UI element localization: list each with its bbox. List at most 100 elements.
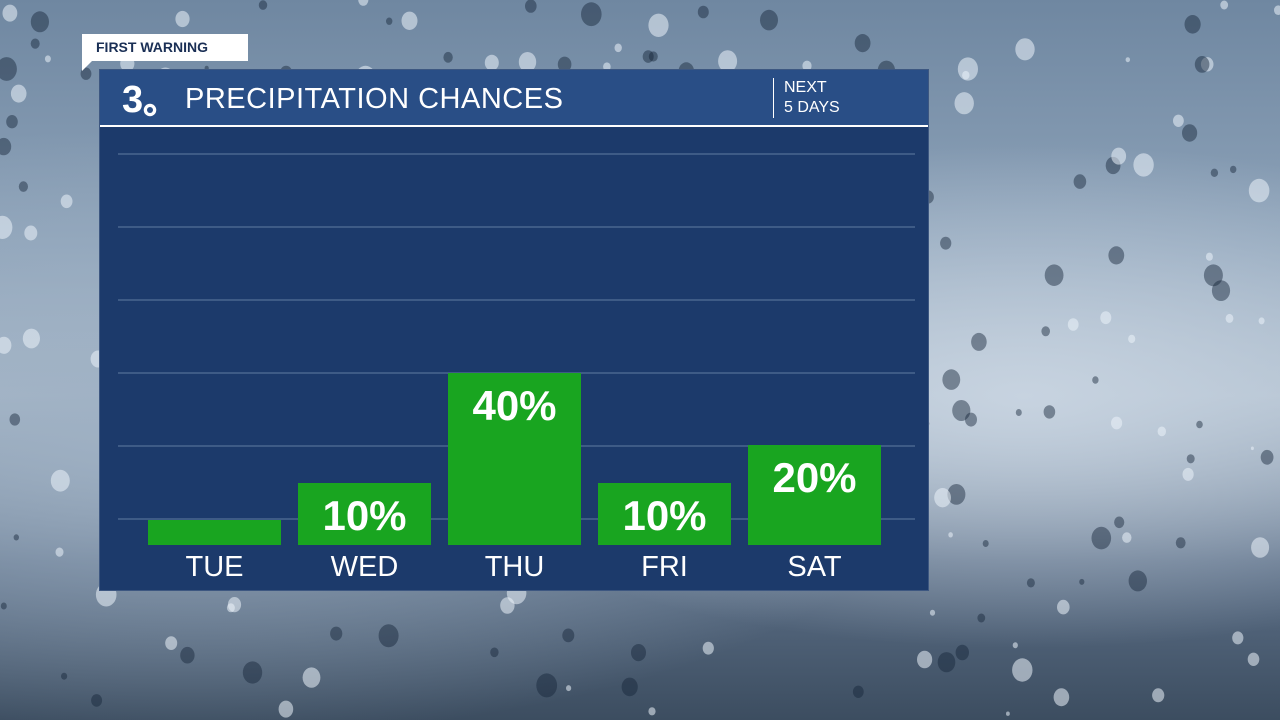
raindrop	[278, 700, 294, 718]
raindrop	[1122, 532, 1132, 543]
raindrop	[50, 469, 70, 492]
raindrop	[1152, 688, 1165, 703]
raindrop	[0, 602, 7, 610]
raindrop	[854, 34, 871, 53]
first-warning-badge: FIRST WARNING	[82, 34, 248, 61]
raindrop	[302, 667, 321, 688]
bar-value-label: 20%	[772, 454, 856, 501]
bar-value-label: 10%	[622, 492, 706, 539]
raindrop	[1203, 264, 1223, 287]
raindrop	[952, 400, 971, 421]
raindrop	[1108, 246, 1125, 265]
chart-header: 3 PRECIPITATION CHANCES NEXT 5 DAYS	[100, 70, 928, 127]
raindrop	[557, 56, 572, 73]
raindrop	[44, 55, 51, 63]
raindrop	[1043, 405, 1056, 419]
raindrop	[60, 194, 73, 209]
raindrop	[1173, 114, 1184, 128]
raindrop	[1258, 317, 1265, 325]
raindrop	[13, 534, 19, 541]
bar-wed	[298, 483, 431, 545]
raindrop	[642, 50, 654, 63]
chart-title: PRECIPITATION CHANCES	[185, 83, 564, 115]
raindrop	[91, 694, 103, 707]
raindrop	[1073, 174, 1087, 189]
raindrop	[948, 532, 953, 538]
raindrop	[22, 328, 40, 349]
raindrop	[1057, 599, 1070, 615]
raindrop	[1247, 652, 1260, 666]
raindrop	[1274, 5, 1280, 15]
raindrop	[258, 0, 268, 10]
raindrop	[1114, 516, 1125, 529]
raindrop	[1210, 168, 1219, 177]
raindrop	[2, 4, 18, 22]
raindrop	[18, 181, 28, 192]
raindrop	[1186, 454, 1195, 464]
raindrop	[621, 677, 638, 697]
raindrop	[1220, 0, 1229, 10]
raindrop	[702, 641, 714, 655]
raindrop	[180, 646, 195, 664]
raindrop	[443, 51, 453, 63]
period-line-2: 5 DAYS	[784, 99, 840, 116]
raindrop	[648, 51, 658, 62]
raindrop	[378, 624, 399, 648]
raindrop	[962, 70, 970, 80]
raindrop	[80, 67, 92, 80]
raindrop	[9, 413, 21, 426]
raindrop	[1230, 165, 1237, 174]
raindrop	[697, 5, 709, 19]
bar-value-label: 40%	[472, 382, 556, 429]
raindrop	[1211, 280, 1231, 301]
raindrop	[934, 488, 951, 508]
day-label: FRI	[641, 551, 688, 583]
raindrop	[518, 52, 537, 72]
raindrop	[0, 137, 12, 156]
raindrop	[536, 673, 558, 698]
day-label: SAT	[787, 551, 842, 583]
raindrop	[165, 636, 178, 650]
raindrop	[484, 54, 499, 71]
raindrop	[6, 115, 18, 129]
raindrop	[0, 215, 13, 239]
raindrop	[1053, 688, 1070, 707]
raindrop	[1128, 570, 1148, 592]
raindrop	[1100, 311, 1112, 325]
raindrop	[1157, 426, 1167, 437]
raindrop	[1232, 631, 1244, 645]
raindrop	[1111, 147, 1127, 165]
raindrop	[24, 225, 38, 241]
raindrop	[490, 647, 499, 658]
raindrop	[937, 652, 956, 673]
raindrop	[1182, 124, 1198, 142]
bar-thu	[448, 373, 581, 545]
bar-fri	[598, 483, 731, 545]
raindrop	[648, 13, 669, 38]
raindrop	[940, 236, 952, 250]
raindrop	[942, 369, 961, 390]
raindrop	[1175, 537, 1186, 549]
raindrop	[55, 547, 64, 557]
raindrop	[1250, 446, 1254, 451]
raindrop	[0, 57, 17, 81]
raindrop	[977, 613, 986, 623]
raindrop	[718, 50, 738, 73]
raindrop	[1194, 56, 1210, 73]
raindrop	[1067, 318, 1079, 331]
raindrop	[965, 412, 977, 427]
raindrop	[1092, 376, 1099, 384]
raindrop	[1182, 467, 1194, 481]
badge-tab	[82, 61, 92, 71]
raindrop	[954, 92, 974, 115]
raindrop	[1015, 38, 1035, 61]
bar-value-label: 10%	[322, 492, 406, 539]
raindrop	[61, 672, 68, 680]
raindrop	[226, 603, 235, 613]
raindrop	[1225, 313, 1234, 323]
raindrop	[955, 644, 969, 661]
raindrop	[30, 11, 49, 33]
raindrop	[1125, 57, 1131, 63]
raindrop	[1205, 252, 1213, 261]
raindrop	[917, 650, 933, 669]
